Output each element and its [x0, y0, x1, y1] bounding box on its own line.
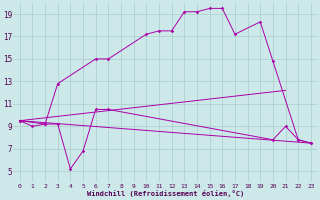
- X-axis label: Windchill (Refroidissement éolien,°C): Windchill (Refroidissement éolien,°C): [87, 190, 244, 197]
